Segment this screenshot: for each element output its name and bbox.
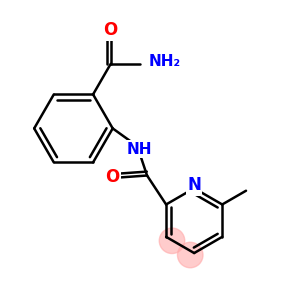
Text: O: O [106,169,120,187]
Text: N: N [187,176,201,194]
Text: NH₂: NH₂ [149,54,181,69]
Circle shape [159,228,185,254]
Circle shape [178,242,203,268]
Text: NH: NH [127,142,152,157]
Text: O: O [103,21,118,39]
